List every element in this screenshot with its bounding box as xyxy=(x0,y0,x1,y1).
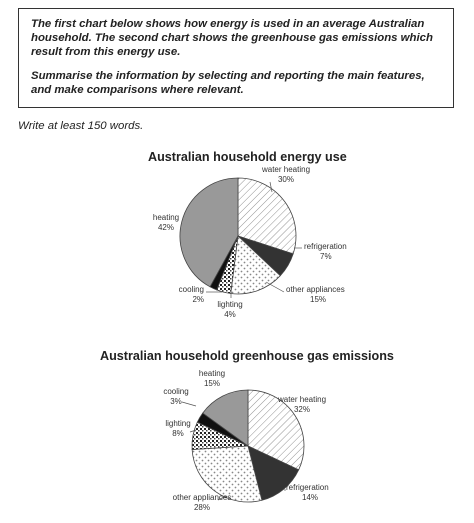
slice-label: water heating xyxy=(277,395,326,404)
task-paragraph-2: Summarise the information by selecting a… xyxy=(31,70,425,96)
slice-label: heating xyxy=(153,213,179,222)
slice-label: lighting xyxy=(165,419,190,428)
pie-slice-other-appliances xyxy=(191,445,263,503)
slice-value-label: 30% xyxy=(278,175,294,184)
slice-label: cooling xyxy=(163,387,188,396)
slice-value-label: 8% xyxy=(172,429,184,438)
slice-label: cooling xyxy=(179,285,204,294)
pie-slice-water-heating xyxy=(237,177,297,255)
slice-label: water heating xyxy=(261,165,310,174)
pie-slice-heating xyxy=(179,177,239,288)
slice-value-label: 7% xyxy=(320,252,332,261)
slice-value-label: 15% xyxy=(310,295,326,304)
slice-value-label: 28% xyxy=(194,503,210,512)
pie-slice-heating xyxy=(202,389,249,447)
slice-value-label: 42% xyxy=(158,223,174,232)
leader-line xyxy=(181,401,197,407)
slice-value-label: 15% xyxy=(204,379,220,388)
slice-value-label: 4% xyxy=(224,310,236,319)
slice-label: refrigeration xyxy=(286,483,329,492)
slice-label: other appliances xyxy=(286,285,345,294)
task-prompt-box: The first chart below shows how energy i… xyxy=(18,8,454,108)
slice-label: lighting xyxy=(217,300,242,309)
pie-slice-water-heating xyxy=(247,389,305,471)
leader-line xyxy=(189,429,197,433)
slice-label: refrigeration xyxy=(304,242,347,251)
word-count-instruction: Write at least 150 words. xyxy=(18,120,144,132)
slice-label: heating xyxy=(199,369,225,378)
chart-title-emissions: Australian household greenhouse gas emis… xyxy=(100,349,394,363)
task-paragraph-1: The first chart below shows how energy i… xyxy=(31,18,433,58)
chart-title-energy-use: Australian household energy use xyxy=(148,150,347,164)
slice-value-label: 3% xyxy=(170,397,182,406)
leader-line xyxy=(217,495,227,501)
leader-line xyxy=(265,281,285,293)
slice-label: other appliances xyxy=(173,493,232,502)
slice-value-label: 14% xyxy=(302,493,318,502)
slice-value-label: 2% xyxy=(192,295,204,304)
leader-line xyxy=(269,181,273,193)
slice-value-label: 32% xyxy=(294,405,310,414)
pie-slice-other-appliances xyxy=(230,235,281,295)
